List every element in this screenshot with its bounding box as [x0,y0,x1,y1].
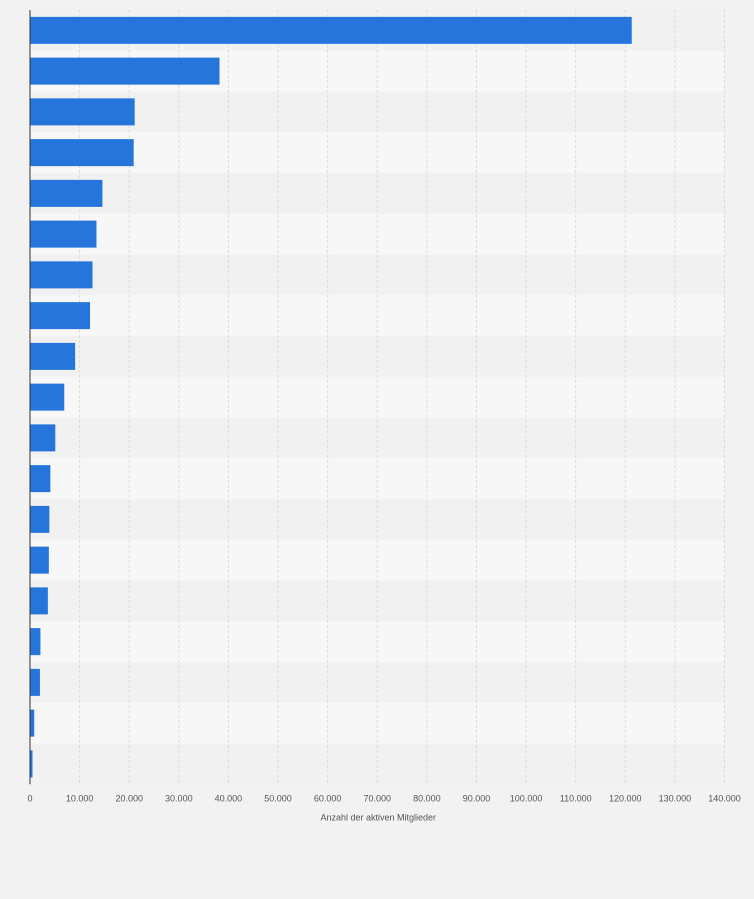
row-band [30,213,725,255]
x-tick-label: 100.000 [510,793,543,803]
bar [30,139,134,167]
x-tick-label: 130.000 [659,793,692,803]
x-tick-label: 90.000 [463,793,491,803]
bar [30,465,51,493]
bar [30,179,103,207]
bar [30,261,93,289]
bar [30,668,40,696]
x-tick-label: 140.000 [708,793,741,803]
bar [30,709,35,737]
x-tick-label: 50.000 [264,793,292,803]
bar [30,342,76,370]
row-band [30,743,725,785]
x-axis-title: Anzahl der aktiven Mitglieder [320,812,436,822]
bar [30,98,135,126]
x-tick-labels: 0 10.000 20.000 30.000 40.000 50.000 60.000 70.… [27,793,740,803]
bar [30,302,91,330]
x-tick-label: 20.000 [115,793,143,803]
bar [30,220,97,248]
x-tick-label: 10.000 [66,793,94,803]
bars [30,16,632,778]
x-tick-label: 30.000 [165,793,193,803]
x-tick-label: 80.000 [413,793,441,803]
bar [30,383,65,411]
gridlines [79,10,725,785]
bar [30,546,49,574]
x-tick-label: 0 [27,793,32,803]
bar [30,628,41,656]
bar [30,750,33,778]
bar [30,424,56,452]
x-tick-label: 110.000 [560,793,592,803]
bar [30,505,50,533]
x-tick-label: 60.000 [314,793,342,803]
bar [30,16,632,44]
x-tick-label: 40.000 [215,793,243,803]
x-tick-label: 70.000 [363,793,391,803]
bar [30,57,220,85]
x-tick-label: 120.000 [609,793,642,803]
bar [30,587,48,615]
